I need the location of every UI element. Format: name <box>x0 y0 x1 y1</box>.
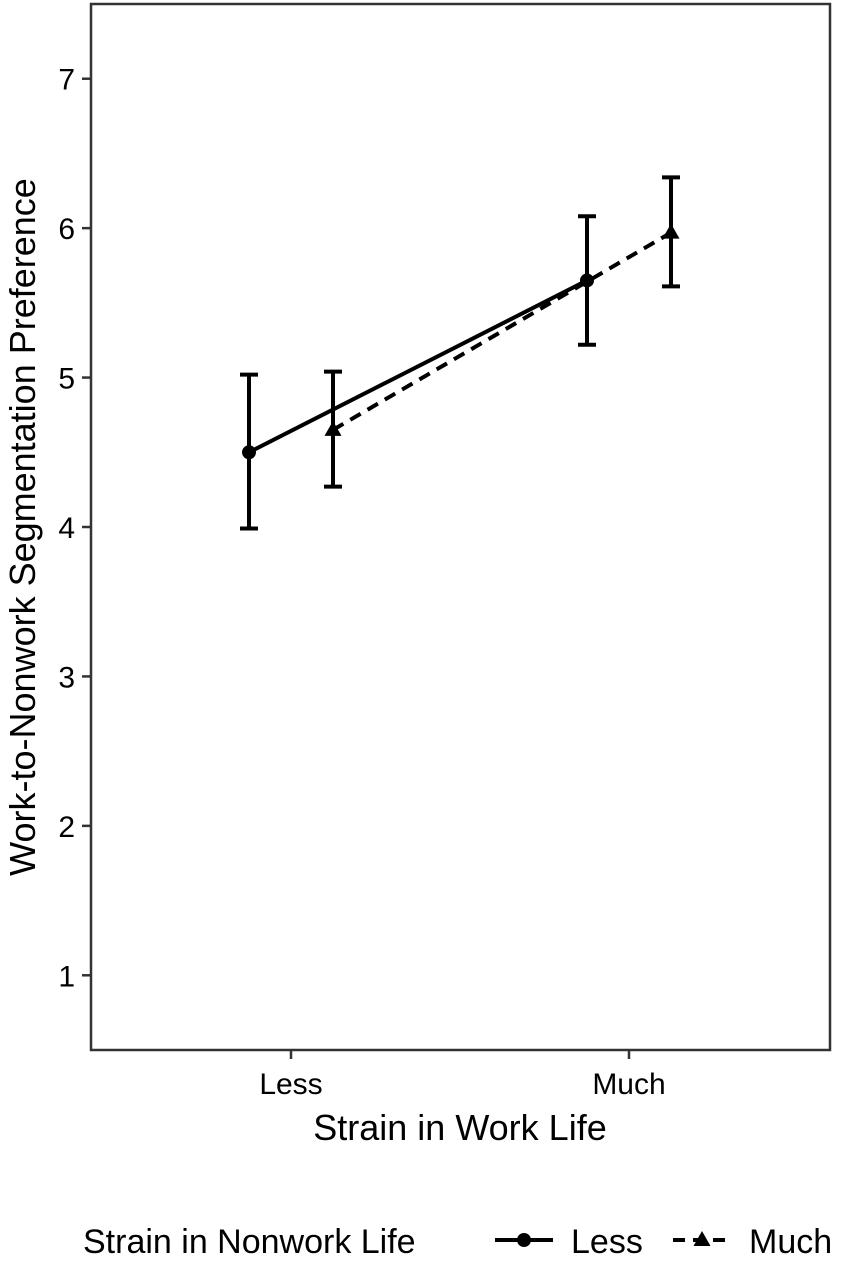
x-axis: Less Much <box>259 1050 666 1101</box>
legend-label-less: Less <box>571 1223 643 1261</box>
data-point-circle <box>242 445 256 460</box>
y-axis: 1 2 3 4 5 6 7 <box>58 64 91 993</box>
series-line-less <box>248 278 588 455</box>
legend-key-triangle <box>693 1231 711 1246</box>
y-tick-label: 5 <box>58 363 75 396</box>
data-point-triangle <box>324 420 342 436</box>
data-point-circle <box>580 273 594 288</box>
plot-panel <box>89 2 832 1052</box>
x-axis-title: Strain in Work Life <box>313 1107 606 1148</box>
x-tick-label: Less <box>259 1068 322 1101</box>
legend: Strain in Nonwork Life Less Much <box>83 1223 832 1261</box>
y-tick-label: 6 <box>58 213 75 246</box>
data-point-triangle <box>662 223 680 239</box>
x-tick-label: Much <box>592 1068 665 1101</box>
y-tick-label: 1 <box>58 960 75 993</box>
y-tick-label: 4 <box>58 512 75 545</box>
legend-keys: Less Much <box>495 1223 832 1261</box>
legend-title: Strain in Nonwork Life <box>83 1223 416 1261</box>
legend-key-circle <box>517 1233 531 1247</box>
series-line-much <box>331 230 673 432</box>
y-axis-title: Work-to-Nonwork Segmentation Preference <box>2 178 43 876</box>
y-tick-label: 2 <box>58 811 75 844</box>
legend-label-much: Much <box>749 1223 832 1261</box>
y-tick-label: 3 <box>58 661 75 694</box>
data-marks <box>240 175 680 531</box>
y-tick-label: 7 <box>58 64 75 97</box>
